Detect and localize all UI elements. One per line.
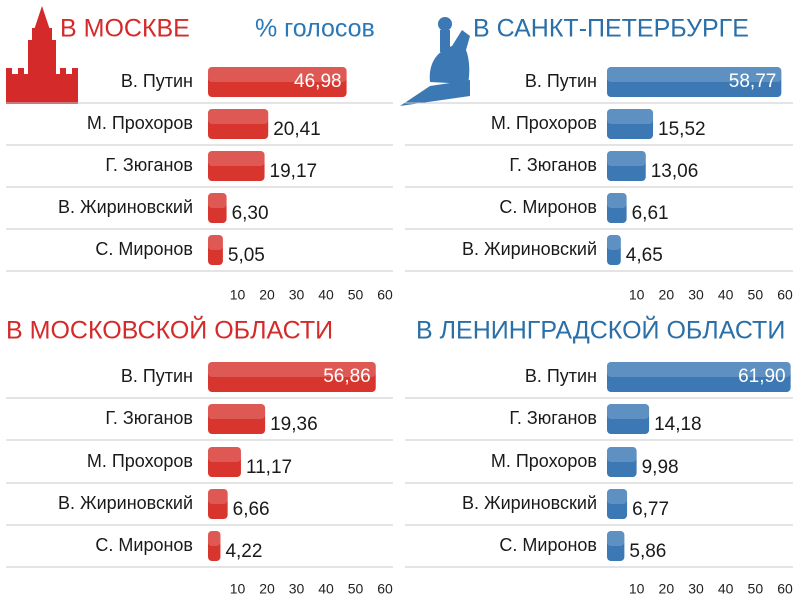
x-tick-label: 60 [777, 581, 793, 597]
value-label: 6,61 [632, 203, 669, 224]
category-label: М. Прохоров [491, 451, 597, 471]
value-label: 46,98 [294, 71, 342, 92]
value-label: 14,18 [654, 414, 702, 435]
x-tick-label: 40 [318, 581, 334, 597]
bar-highlight [208, 193, 227, 208]
x-tick-label: 40 [718, 287, 734, 303]
value-label: 56,86 [323, 366, 371, 387]
value-label: 20,41 [273, 119, 321, 140]
value-label: 61,90 [738, 366, 786, 387]
x-tick-label: 10 [230, 581, 246, 597]
x-tick-label: 30 [289, 581, 305, 597]
x-tick-label: 20 [259, 581, 275, 597]
bar-highlight [607, 447, 637, 462]
bar-highlight [607, 109, 653, 124]
bar-highlight [208, 235, 223, 250]
value-label: 58,77 [729, 71, 777, 92]
category-label: М. Прохоров [87, 451, 193, 471]
value-label: 6,30 [232, 203, 269, 224]
x-tick-label: 40 [318, 287, 334, 303]
category-label: В. Путин [121, 71, 193, 91]
value-label: 4,65 [626, 245, 663, 266]
bar-highlight [607, 404, 649, 419]
bar-highlight [208, 531, 220, 546]
x-tick-label: 40 [718, 581, 734, 597]
value-label: 13,06 [651, 161, 699, 182]
panel-title: В МОСКОВСКОЙ ОБЛАСТИ [6, 315, 333, 345]
category-label: С. Миронов [95, 535, 193, 555]
category-label: Г. Зюганов [509, 155, 597, 175]
bar-highlight [607, 193, 627, 208]
category-label: Г. Зюганов [105, 155, 193, 175]
infographic: В МОСКВЕ % голосов В. Путин 46,98 М. Прохоро… [0, 0, 794, 599]
panel-title: В ЛЕНИНГРАДСКОЙ ОБЛАСТИ [416, 315, 785, 345]
x-tick-label: 50 [348, 581, 364, 597]
x-tick-label: 50 [748, 581, 764, 597]
value-label: 5,05 [228, 245, 265, 266]
value-label: 11,17 [246, 457, 292, 478]
bar-highlight [208, 151, 265, 166]
category-label: С. Миронов [95, 239, 193, 259]
value-label: 5,86 [629, 541, 666, 562]
panel-title: В МОСКВЕ [60, 15, 190, 43]
bar-highlight [208, 404, 265, 419]
x-tick-label: 60 [377, 287, 393, 303]
x-tick-label: 30 [688, 581, 704, 597]
bar-highlight [607, 531, 624, 546]
x-tick-label: 30 [688, 287, 704, 303]
x-tick-label: 20 [659, 581, 675, 597]
category-label: В. Путин [121, 366, 193, 386]
bar-highlight [208, 109, 268, 124]
x-tick-label: 10 [629, 581, 645, 597]
value-label: 19,17 [270, 161, 318, 182]
value-label: 19,36 [270, 414, 318, 435]
value-label: 4,22 [225, 541, 262, 562]
value-label: 15,52 [658, 119, 706, 140]
x-tick-label: 30 [289, 287, 305, 303]
value-label: 6,66 [233, 499, 270, 520]
x-tick-label: 20 [259, 287, 275, 303]
category-label: М. Прохоров [491, 113, 597, 133]
bar-highlight [208, 489, 228, 504]
category-label: В. Жириновский [462, 493, 597, 513]
x-tick-label: 10 [629, 287, 645, 303]
bar-highlight [607, 151, 646, 166]
category-label: В. Жириновский [462, 239, 597, 259]
bar-highlight [607, 235, 621, 250]
category-label: Г. Зюганов [105, 408, 193, 428]
bar-highlight [607, 489, 627, 504]
x-tick-label: 20 [659, 287, 675, 303]
horseman-icon [400, 17, 470, 106]
category-label: Г. Зюганов [509, 408, 597, 428]
value-label: 6,77 [632, 499, 669, 520]
x-tick-label: 60 [377, 581, 393, 597]
category-label: С. Миронов [499, 535, 597, 555]
x-tick-label: 10 [230, 287, 246, 303]
panel-subtitle: % голосов [255, 15, 375, 43]
category-label: В. Жириновский [58, 493, 193, 513]
x-tick-label: 50 [748, 287, 764, 303]
category-label: В. Путин [525, 71, 597, 91]
panel-title: В САНКТ-ПЕТЕРБУРГЕ [473, 15, 749, 43]
x-tick-label: 50 [348, 287, 364, 303]
value-label: 9,98 [642, 457, 679, 478]
bar-highlight [208, 447, 241, 462]
category-label: С. Миронов [499, 197, 597, 217]
category-label: В. Жириновский [58, 197, 193, 217]
category-label: М. Прохоров [87, 113, 193, 133]
category-label: В. Путин [525, 366, 597, 386]
x-tick-label: 60 [777, 287, 793, 303]
